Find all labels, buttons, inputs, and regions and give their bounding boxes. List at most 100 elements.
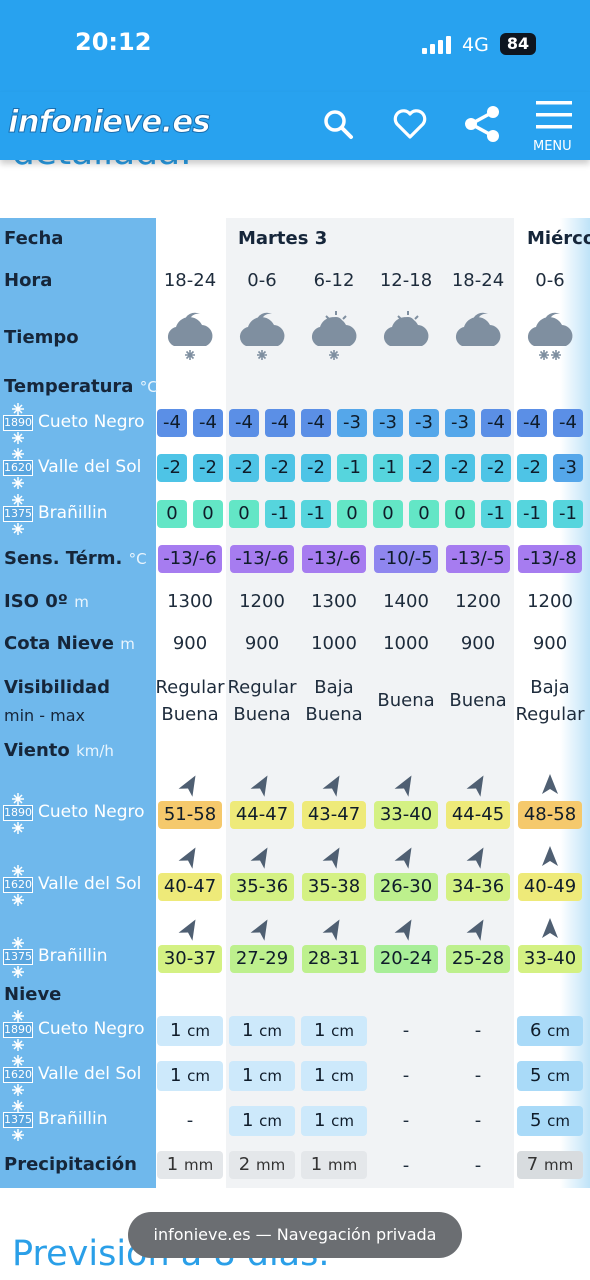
altitude-badge: 1620 xyxy=(3,460,33,476)
hour: 6-12 xyxy=(313,270,355,291)
snow-unit: cm xyxy=(331,1112,355,1130)
temperature-box: -2 xyxy=(229,454,259,482)
snow-unit: cm xyxy=(547,1067,571,1085)
visibility: Buena xyxy=(305,704,363,725)
favorite-icon[interactable] xyxy=(393,108,427,140)
precipitation-unit: mm xyxy=(327,1156,358,1174)
altitude-badge: 1375 xyxy=(3,506,33,522)
precipitation-label: Precipitación xyxy=(4,1154,137,1175)
wind-box: 34-36 xyxy=(446,873,510,901)
temperature-box: -3 xyxy=(409,409,439,437)
visibility: Regular xyxy=(227,677,297,698)
visibility: Buena xyxy=(233,704,291,725)
precipitation-value: 7 xyxy=(526,1154,539,1175)
visibility: Regular xyxy=(515,704,585,725)
snow-box: 1 cm xyxy=(229,1106,295,1136)
precipitation-box: 1 mm xyxy=(301,1151,367,1179)
freezing-level: 1200 xyxy=(455,591,501,612)
temperature-box: -1 xyxy=(265,500,295,528)
snow-box: 1 cm xyxy=(157,1061,223,1091)
freezing-level-label-unit: m xyxy=(74,593,89,611)
altitude-badge: 1375 xyxy=(3,1112,33,1128)
wind-arrow xyxy=(466,919,484,941)
altitude-badge: 1375 xyxy=(3,949,33,965)
snow-value: 1 xyxy=(313,1020,326,1041)
snow-empty: - xyxy=(474,1065,482,1086)
weather-icon xyxy=(455,312,501,346)
wind-box: 40-49 xyxy=(518,873,582,901)
snow-empty: - xyxy=(474,1020,482,1041)
weather-label: Tiempo xyxy=(4,327,79,348)
altitude-badge: 1620 xyxy=(3,1067,33,1083)
snowflake-icon xyxy=(12,1010,24,1022)
snow-unit: cm xyxy=(259,1022,283,1040)
day-label: Miérco xyxy=(527,228,590,249)
wind-box: 48-58 xyxy=(518,801,582,829)
snowflake-icon xyxy=(12,494,24,506)
wind-arrow xyxy=(542,846,558,866)
menu-label[interactable]: MENU xyxy=(533,139,572,154)
precipitation-label-text: Precipitación xyxy=(4,1154,137,1175)
freezing-level: 1200 xyxy=(527,591,573,612)
snow-line: 1000 xyxy=(383,633,429,654)
wind-box: 28-31 xyxy=(302,945,366,973)
status-time: 20:12 xyxy=(75,28,152,56)
snowflake-icon xyxy=(12,937,24,949)
visibility: Regular xyxy=(155,677,225,698)
temperature-box: -4 xyxy=(157,409,187,437)
freezing-level-label-text: ISO 0º xyxy=(4,591,68,612)
snow-box: 1 cm xyxy=(301,1061,367,1091)
feels-like-box: -13/-6 xyxy=(158,545,222,573)
freezing-level-label: ISO 0º m xyxy=(4,591,89,612)
snowflake-icon xyxy=(12,1039,24,1051)
snow-box: 6 cm xyxy=(517,1016,583,1046)
logo: infonieve.es xyxy=(8,104,212,141)
snow-value: 1 xyxy=(241,1110,254,1131)
station-name: Brañillin xyxy=(38,1109,108,1129)
snow-line: 900 xyxy=(172,633,208,654)
feels-like-box: -13/-6 xyxy=(230,545,294,573)
wind-box: 33-40 xyxy=(518,945,582,973)
search-icon[interactable] xyxy=(322,108,354,140)
menu-icon[interactable] xyxy=(535,100,573,132)
temperature-box: -3 xyxy=(553,454,583,482)
snowflake-icon xyxy=(12,523,24,535)
wind-arrow xyxy=(394,847,412,869)
temperature-label-unit: °C xyxy=(139,378,158,396)
wind-box: 43-47 xyxy=(302,801,366,829)
snow-line-label-text: Cota Nieve xyxy=(4,633,114,654)
snow-label: Nieve xyxy=(4,984,61,1005)
snow-box: 5 cm xyxy=(517,1106,583,1136)
precipitation-unit: mm xyxy=(183,1156,214,1174)
precipitation-unit: mm xyxy=(255,1156,286,1174)
snowflake-icon xyxy=(12,432,24,444)
snowflake-icon xyxy=(12,1100,24,1112)
snow-line: 900 xyxy=(244,633,280,654)
snowflake-icon xyxy=(12,894,24,906)
wind-box: 26-30 xyxy=(374,873,438,901)
status-bar xyxy=(0,0,590,92)
precipitation-value: 1 xyxy=(310,1154,323,1175)
snowflake-icon xyxy=(12,1129,24,1141)
freezing-level: 1300 xyxy=(167,591,213,612)
snow-value: 1 xyxy=(241,1020,254,1041)
wind-box: 51-58 xyxy=(158,801,222,829)
temperature-box: -1 xyxy=(517,500,547,528)
precipitation-box: 2 mm xyxy=(229,1151,295,1179)
snow-unit: cm xyxy=(187,1022,211,1040)
snow-empty: - xyxy=(402,1065,410,1086)
freezing-level: 1200 xyxy=(239,591,285,612)
wind-label-unit: km/h xyxy=(76,742,114,760)
temperature-box: -4 xyxy=(229,409,259,437)
wind-box: 27-29 xyxy=(230,945,294,973)
precipitation-empty: - xyxy=(474,1155,482,1176)
wind-arrow xyxy=(250,847,268,869)
visibility: Baja xyxy=(314,677,354,698)
share-icon[interactable] xyxy=(463,105,501,143)
snow-value: 5 xyxy=(529,1110,542,1131)
wind-box: 35-38 xyxy=(302,873,366,901)
snow-unit: cm xyxy=(259,1067,283,1085)
wind-arrow xyxy=(178,919,196,941)
temperature-box: -4 xyxy=(301,409,331,437)
header-bar xyxy=(0,92,590,160)
